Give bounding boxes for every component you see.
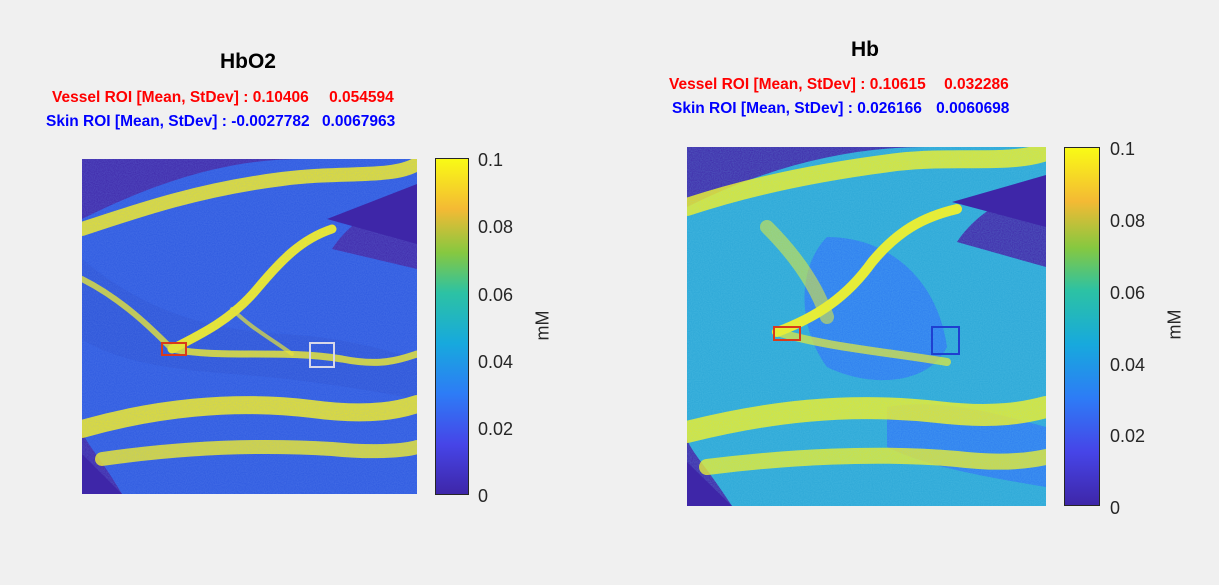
colorbar-tick: 0.1: [1110, 139, 1136, 159]
heatmap-image: [687, 147, 1046, 506]
vessel-roi-label: Vessel ROI [Mean, StDev] :: [52, 89, 249, 106]
vessel-roi-stdev: 0.054594: [329, 89, 394, 106]
skin-roi-label: Skin ROI [Mean, StDev] :: [672, 100, 853, 117]
vessel-roi-box: [161, 342, 187, 356]
colorbar-tick: 0.1: [478, 150, 504, 170]
vessel-roi-mean: 0.10406: [252, 89, 309, 106]
skin-roi-label: Skin ROI [Mean, StDev] :: [46, 113, 227, 130]
skin-roi-stdev: 0.0060698: [936, 100, 1010, 117]
vessel-roi-label: Vessel ROI [Mean, StDev] :: [669, 76, 866, 93]
colorbar-label: mM: [532, 310, 553, 341]
skin-roi-box: [309, 342, 335, 368]
vessel-roi-stats: Vessel ROI [Mean, StDev] : 0.10406 0.054…: [52, 89, 394, 107]
chart-title: HbO2: [219, 50, 276, 73]
colorbar-tick: 0.04: [478, 352, 514, 372]
colorbar-tick: 0.08: [478, 217, 514, 237]
colorbar-label: mM: [1164, 309, 1185, 340]
skin-roi-stats: Skin ROI [Mean, StDev] : -0.0027782 0.00…: [46, 113, 395, 131]
vessel-roi-box: [773, 326, 801, 341]
colorbar-tick: 0.08: [1110, 211, 1146, 231]
skin-roi-mean: 0.026166: [857, 100, 922, 117]
colorbar-tick: 0.02: [1110, 426, 1146, 446]
colorbar-tick: 0.06: [1110, 283, 1146, 303]
colorbar-tick: 0: [478, 486, 489, 506]
heatmap-image: [82, 159, 417, 494]
colorbar-tick: 0.04: [1110, 355, 1146, 375]
vessel-roi-mean: 0.10615: [869, 76, 926, 93]
skin-roi-box: [931, 326, 960, 355]
colorbar: [1064, 147, 1100, 506]
colorbar-tick: 0.02: [478, 419, 514, 439]
vessel-roi-stdev: 0.032286: [944, 76, 1009, 93]
vessel-roi-stats: Vessel ROI [Mean, StDev] : 0.10615 0.032…: [669, 76, 1009, 94]
colorbar-tick: 0: [1110, 498, 1121, 518]
colorbar-tick: 0.06: [478, 285, 514, 305]
skin-roi-stdev: 0.0067963: [321, 113, 396, 130]
colorbar: [435, 158, 469, 495]
chart-title: Hb: [851, 38, 879, 61]
skin-roi-stats: Skin ROI [Mean, StDev] : 0.026166 0.0060…: [672, 100, 1009, 118]
skin-roi-mean: -0.0027782: [231, 113, 310, 130]
